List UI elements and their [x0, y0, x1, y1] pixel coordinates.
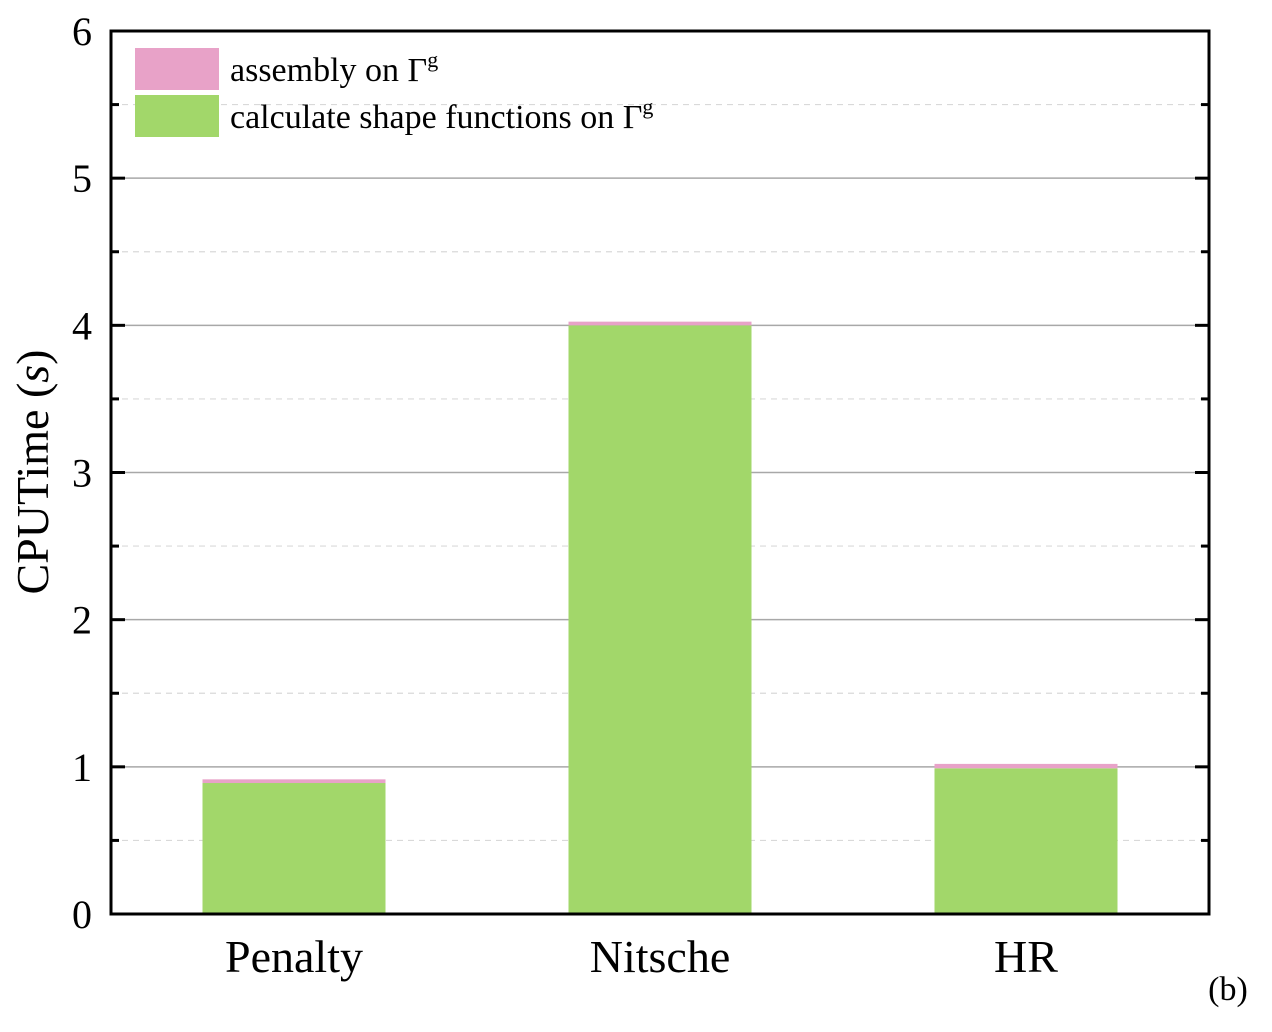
legend: assembly on Γg calculate shape functions … — [135, 47, 653, 137]
bar-penalty-series-0 — [202, 783, 386, 914]
legend-swatch — [135, 48, 219, 90]
x-category-label: Penalty — [225, 931, 363, 982]
y-tick-label: 5 — [72, 156, 92, 201]
y-tick-label: 0 — [72, 892, 92, 937]
y-tick-labels: 0 1 2 3 4 5 6 — [72, 9, 92, 937]
y-tick-label: 4 — [72, 303, 92, 348]
bar-nitsche-series-1 — [568, 321, 752, 326]
y-axis-title: CPUTime (s) — [7, 350, 58, 595]
bar-hr-series-0 — [934, 768, 1118, 914]
bars — [202, 321, 1118, 914]
y-tick-label: 1 — [72, 745, 92, 790]
panel-label: (b) — [1208, 971, 1248, 1008]
y-tick-label: 3 — [72, 451, 92, 496]
y-tick-label: 6 — [72, 9, 92, 54]
bar-hr-series-1 — [934, 763, 1118, 769]
bar-penalty-series-1 — [202, 779, 386, 784]
legend-entry: assembly on Γg — [230, 47, 438, 89]
axis-ticks — [111, 29, 1209, 916]
legend-swatch — [135, 95, 219, 137]
y-tick-label: 2 — [72, 598, 92, 643]
x-category-label: Nitsche — [590, 931, 731, 982]
legend-entry: calculate shape functions on Γg — [230, 94, 653, 136]
x-category-labels: Penalty Nitsche HR — [225, 931, 1058, 982]
bar-nitsche-series-0 — [568, 325, 752, 914]
x-category-label: HR — [994, 931, 1058, 982]
